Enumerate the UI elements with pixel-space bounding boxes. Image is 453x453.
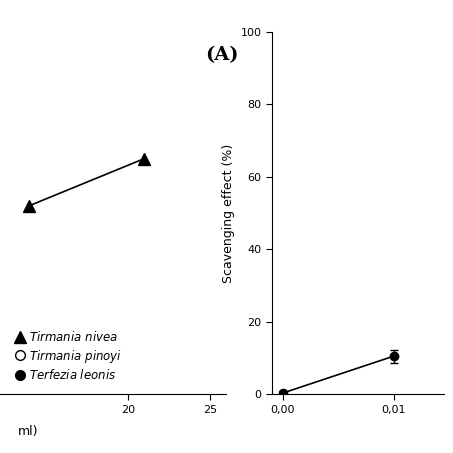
Legend: $\it{Tirmania}$ $\it{nivea}$, $\it{Tirmania}$ $\it{pinoyi}$, $\it{Terfezia}$ $\i: $\it{Tirmania}$ $\it{nivea}$, $\it{Tirma… [11, 325, 126, 387]
Text: (A): (A) [206, 46, 239, 64]
Y-axis label: Scavenging effect (%): Scavenging effect (%) [222, 143, 235, 283]
Text: ml): ml) [18, 425, 39, 438]
